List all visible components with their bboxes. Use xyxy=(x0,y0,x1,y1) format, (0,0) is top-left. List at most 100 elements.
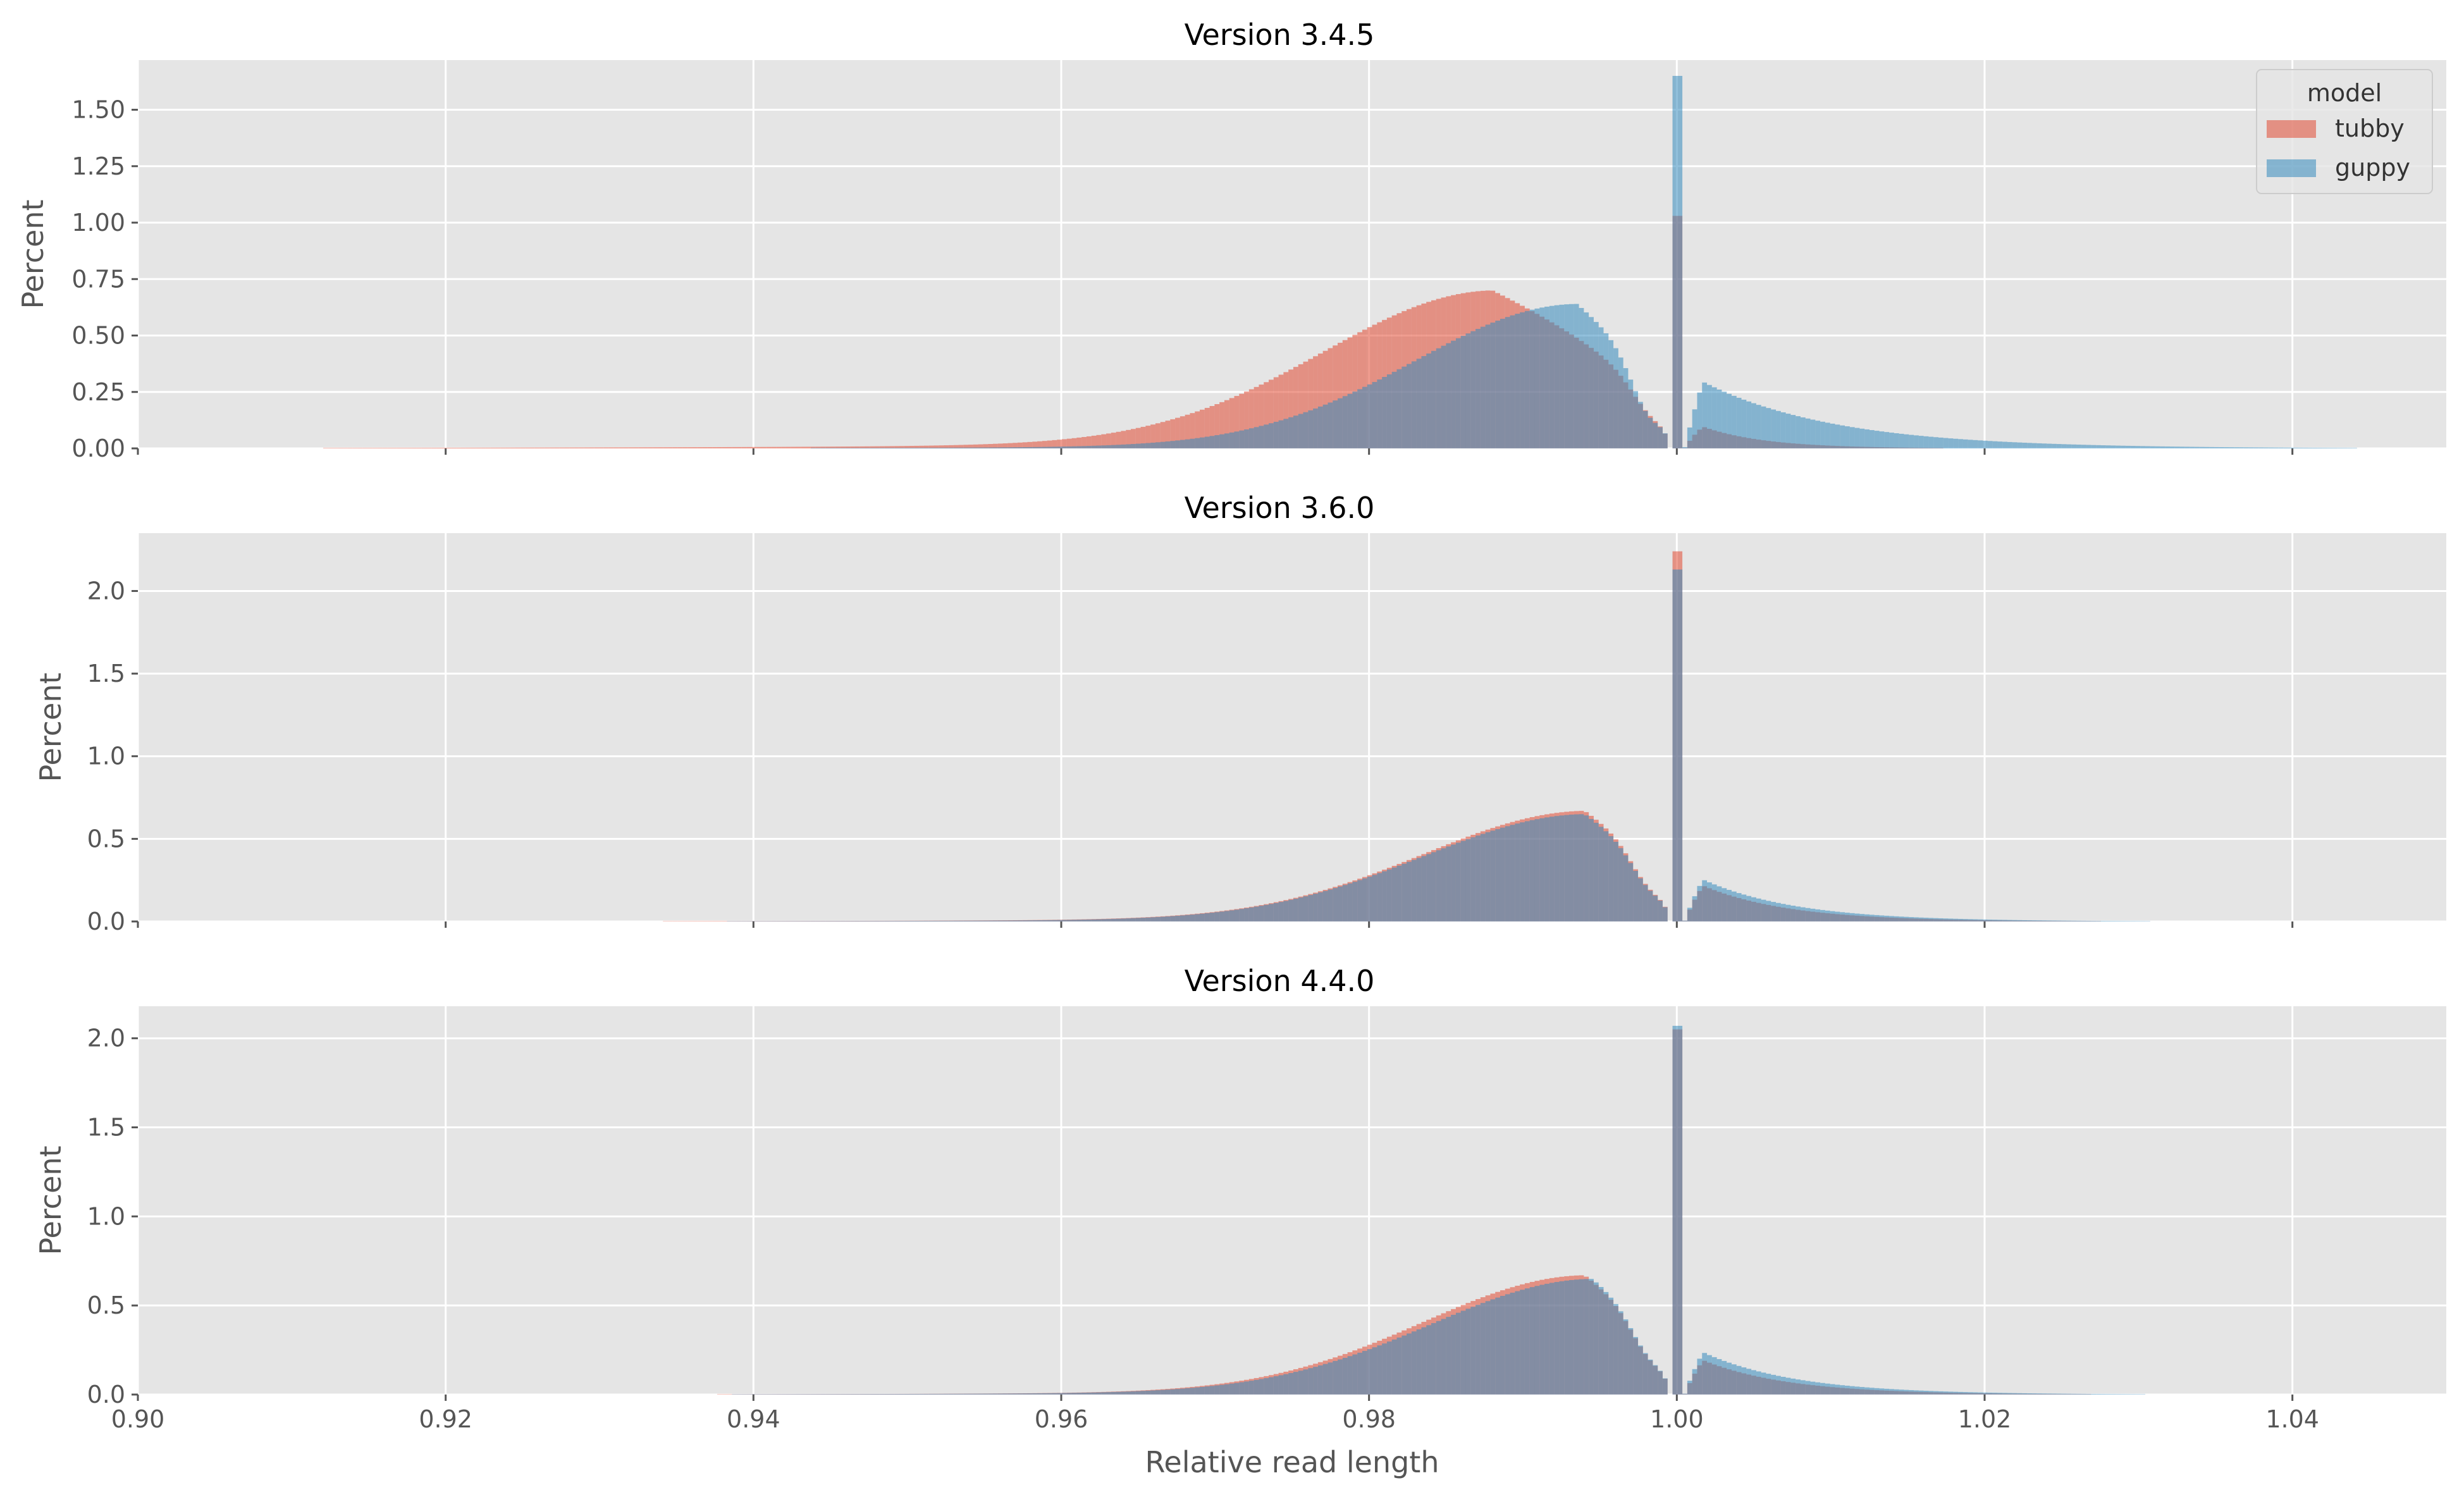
histogram-bar xyxy=(1771,902,1777,921)
histogram-bar xyxy=(1766,1374,1771,1395)
histogram-bar xyxy=(1317,354,1323,448)
histogram-bar xyxy=(1229,398,1235,448)
histogram-bar xyxy=(1697,1358,1703,1395)
histogram-bar xyxy=(746,447,752,448)
histogram-bar xyxy=(781,447,786,448)
histogram-bar xyxy=(1909,434,1914,448)
legend-swatch-tubby xyxy=(2267,120,2316,138)
histogram-bar xyxy=(1061,447,1067,448)
histogram-bar xyxy=(1500,1296,1505,1395)
histogram-bar xyxy=(1052,920,1057,921)
histogram-bar xyxy=(1386,1341,1392,1395)
histogram-bar xyxy=(1391,867,1397,921)
histogram-bar xyxy=(840,447,846,448)
histogram-bar xyxy=(1293,416,1298,448)
histogram-bar xyxy=(859,1394,865,1395)
histogram-bar xyxy=(2017,1393,2023,1395)
histogram-bar xyxy=(1411,361,1417,448)
histogram-bar xyxy=(1317,1365,1323,1395)
histogram-bar xyxy=(727,1394,732,1395)
histogram-bar xyxy=(1756,405,1761,448)
histogram-bar xyxy=(859,446,865,448)
histogram-bar xyxy=(1338,886,1343,921)
histogram-bar xyxy=(2116,445,2121,448)
histogram-bar xyxy=(2179,447,2185,448)
y-tick-label: 0.0 xyxy=(87,1381,125,1408)
histogram-bar xyxy=(1170,916,1176,921)
histogram-bar xyxy=(1593,1282,1599,1395)
histogram-bar xyxy=(1727,393,1732,448)
histogram-bar xyxy=(1973,440,1978,448)
histogram-bar xyxy=(633,447,639,448)
histogram-bar xyxy=(1013,443,1018,448)
histogram-bar xyxy=(1032,447,1038,448)
histogram-bar xyxy=(1864,1387,1870,1395)
histogram-bar xyxy=(939,445,944,448)
histogram-bar xyxy=(1317,406,1323,448)
histogram-bar xyxy=(1780,904,1786,921)
histogram-bar xyxy=(1869,430,1875,448)
histogram-bar xyxy=(1116,918,1121,921)
histogram-bar xyxy=(2027,920,2032,921)
histogram-bar xyxy=(1096,445,1102,448)
histogram-bar xyxy=(1396,369,1402,448)
histogram-bar xyxy=(1879,431,1885,448)
histogram-bar xyxy=(1411,859,1417,921)
histogram-bar xyxy=(1052,1393,1057,1395)
histogram-bar xyxy=(1845,426,1850,448)
histogram-bar xyxy=(1746,896,1752,921)
histogram-bar xyxy=(2017,442,2023,448)
histogram-bar xyxy=(1357,1352,1362,1395)
series-guppy xyxy=(810,75,2357,448)
histogram-bar xyxy=(2219,447,2224,448)
histogram-bar xyxy=(1711,387,1717,448)
histogram-bar xyxy=(1579,1279,1584,1395)
histogram-bar xyxy=(1613,1303,1618,1395)
histogram-bar xyxy=(1209,1386,1215,1395)
histogram-bar xyxy=(1608,340,1614,448)
histogram-bar xyxy=(1500,319,1505,448)
histogram-bar xyxy=(2042,920,2047,921)
histogram-bar xyxy=(1170,419,1176,448)
histogram-bar xyxy=(1480,834,1486,921)
histogram-bar xyxy=(1283,419,1289,448)
histogram-bar xyxy=(1017,447,1023,448)
histogram-bar xyxy=(1785,1377,1791,1395)
histogram-bar xyxy=(1475,835,1481,921)
histogram-bar xyxy=(1130,918,1136,921)
histogram-bar xyxy=(1135,428,1141,448)
histogram-bar xyxy=(879,446,885,448)
histogram-bar xyxy=(1204,1386,1210,1395)
histogram-bar xyxy=(1672,569,1678,921)
histogram-bar xyxy=(1948,1391,1954,1395)
histogram-bar xyxy=(781,1394,786,1395)
histogram-bar xyxy=(2145,446,2150,448)
histogram-bar xyxy=(1790,1378,1796,1395)
histogram-bar xyxy=(1579,307,1584,448)
histogram-bar xyxy=(1013,447,1018,448)
histogram-bar xyxy=(1776,1376,1781,1395)
histogram-bar xyxy=(1066,920,1072,921)
histogram-bar xyxy=(1923,918,1929,921)
histogram-bar xyxy=(1338,1359,1343,1395)
histogram-bar xyxy=(1830,1384,1835,1395)
histogram-bar xyxy=(1879,915,1885,921)
histogram-bar xyxy=(1805,418,1811,448)
legend-title: model xyxy=(2307,79,2382,107)
histogram-bar xyxy=(1333,888,1338,921)
histogram-bar xyxy=(845,1394,851,1395)
histogram-bar xyxy=(1145,443,1151,448)
histogram-bar xyxy=(2031,1393,2037,1395)
histogram-bar xyxy=(1022,447,1028,448)
histogram-bar xyxy=(771,447,777,448)
histogram-bar xyxy=(1224,433,1229,448)
histogram-bar xyxy=(1958,918,1963,921)
histogram-bar xyxy=(904,446,909,448)
histogram-bar xyxy=(1298,414,1303,448)
histogram-bar xyxy=(1426,353,1431,448)
histogram-bar xyxy=(1662,1378,1668,1395)
histogram-bar xyxy=(2007,920,2012,921)
histogram-bar xyxy=(1126,918,1131,921)
histogram-bar xyxy=(668,447,673,448)
histogram-bar xyxy=(820,447,826,448)
